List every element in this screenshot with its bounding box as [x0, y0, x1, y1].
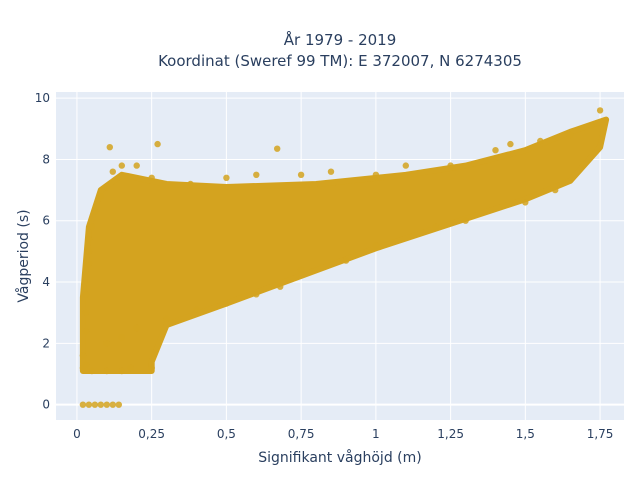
data-point — [103, 340, 111, 347]
data-point — [118, 334, 126, 341]
data-point — [402, 162, 409, 169]
y-tick-label: 8 — [42, 152, 50, 166]
data-point — [277, 283, 284, 290]
data-point — [118, 162, 126, 169]
y-tick-label: 10 — [35, 91, 50, 105]
x-tick-label: 1,25 — [437, 427, 464, 441]
data-point — [118, 367, 126, 375]
data-point — [163, 315, 170, 322]
data-points — [79, 107, 604, 408]
y-tick-label: 0 — [42, 398, 50, 412]
data-point — [154, 140, 161, 148]
data-point — [133, 324, 140, 332]
y-axis-ticks: 0 2 4 6 8 10 — [35, 91, 50, 412]
x-tick-label: 0,5 — [217, 427, 236, 441]
data-point — [82, 309, 90, 316]
data-point — [462, 217, 469, 224]
data-point — [97, 401, 105, 408]
x-tick-label: 1,5 — [516, 427, 535, 441]
data-point — [522, 199, 529, 206]
data-point — [148, 174, 155, 181]
x-axis-title: Signifikant våghöjd (m) — [258, 449, 421, 466]
y-tick-label: 4 — [42, 275, 50, 289]
y-axis-title: Vågperiod (s) — [15, 209, 32, 302]
data-point — [82, 327, 90, 335]
data-point — [103, 401, 111, 408]
data-point — [507, 140, 514, 148]
data-point — [79, 401, 87, 408]
data-point — [552, 186, 559, 194]
data-point — [109, 401, 117, 408]
data-point — [223, 174, 230, 181]
data-point — [187, 180, 194, 188]
x-tick-label: 1,75 — [587, 427, 614, 441]
data-point — [274, 145, 281, 152]
data-point — [97, 193, 105, 200]
data-point — [106, 144, 114, 151]
data-point — [567, 131, 574, 139]
data-point — [109, 168, 117, 175]
data-point — [85, 401, 93, 408]
data-point — [253, 171, 260, 178]
data-point — [432, 223, 439, 231]
data-point — [88, 223, 96, 231]
data-point — [115, 401, 123, 408]
data-point — [372, 242, 380, 249]
data-point — [91, 208, 99, 215]
data-point — [148, 364, 155, 372]
data-point — [127, 364, 134, 372]
x-tick-label: 0 — [73, 427, 81, 441]
data-point — [88, 367, 96, 375]
x-tick-label: 0,75 — [288, 427, 315, 441]
data-point — [85, 260, 93, 267]
data-point — [342, 257, 350, 264]
data-point — [492, 147, 499, 154]
data-point — [447, 162, 454, 169]
data-point — [587, 122, 595, 129]
data-point — [85, 235, 93, 243]
x-tick-label: 0,25 — [138, 427, 165, 441]
data-point — [297, 171, 305, 178]
data-point — [372, 171, 380, 178]
data-point — [193, 306, 200, 313]
x-axis-ticks: 0 0,25 0,5 0,75 1 1,25 1,5 1,75 — [73, 427, 613, 441]
y-tick-label: 6 — [42, 214, 50, 228]
data-point — [82, 361, 90, 368]
data-point — [103, 183, 111, 191]
data-point — [253, 291, 260, 298]
x-tick-label: 1 — [372, 427, 380, 441]
y-tick-label: 2 — [42, 336, 50, 350]
data-point — [223, 300, 230, 307]
chart-title-line1: År 1979 - 2019 — [284, 30, 397, 49]
data-point — [537, 137, 544, 145]
data-point — [596, 107, 604, 114]
data-point — [82, 291, 90, 298]
data-point — [91, 401, 99, 408]
chart-title-line2: Koordinat (Sweref 99 TM): E 372007, N 62… — [158, 52, 522, 70]
data-point — [327, 168, 335, 175]
data-point — [103, 367, 111, 375]
data-point — [85, 248, 93, 255]
data-point — [79, 352, 87, 359]
data-point — [133, 162, 140, 169]
data-point — [297, 266, 305, 273]
